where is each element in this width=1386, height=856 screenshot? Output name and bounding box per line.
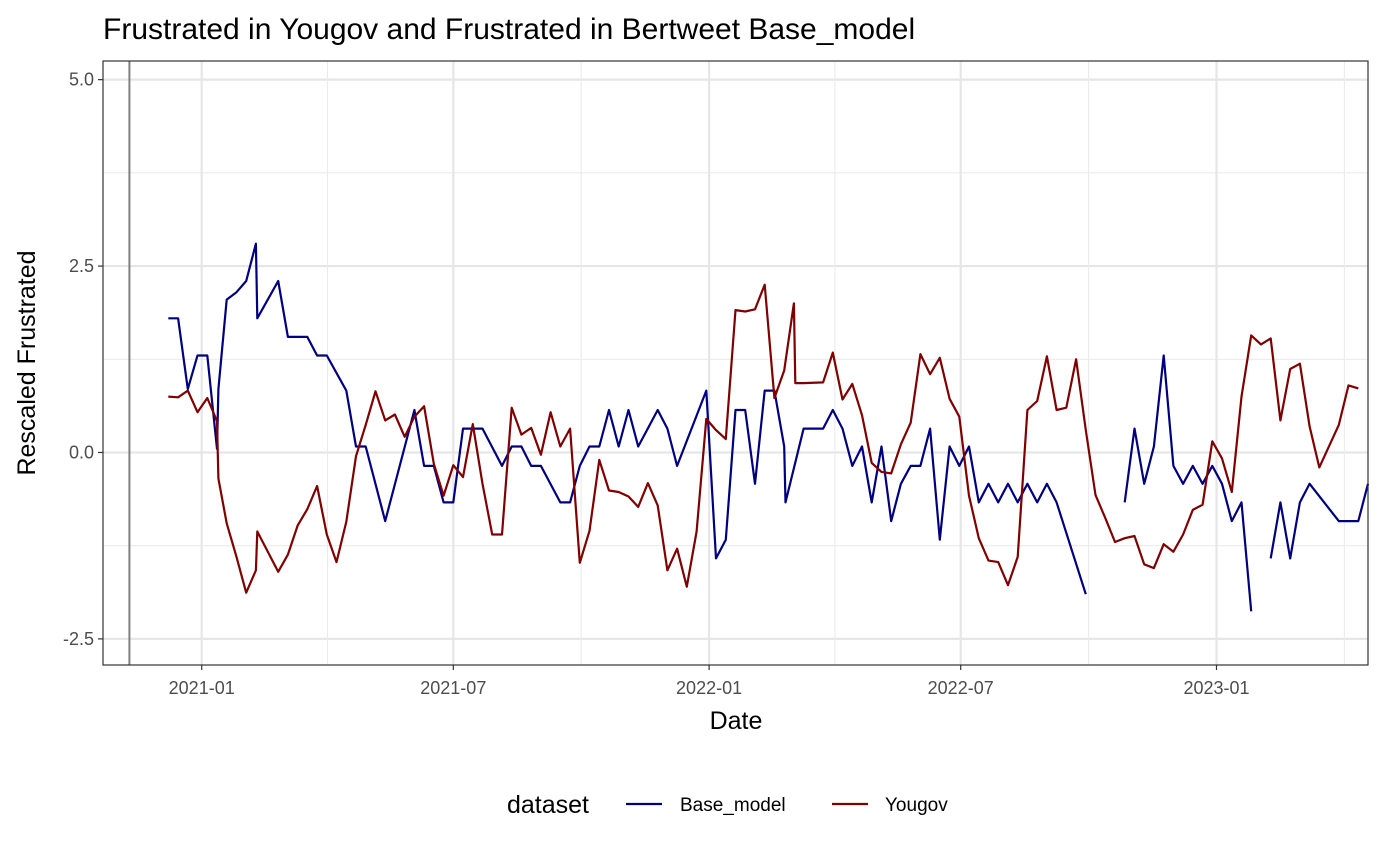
plot-background <box>103 61 1368 665</box>
x-tick-label: 2021-01 <box>169 678 235 698</box>
chart-title: Frustrated in Yougov and Frustrated in B… <box>103 13 915 46</box>
x-axis-title: Date <box>710 707 763 735</box>
legend-label-yougov: Yougov <box>885 795 948 816</box>
y-tick-label: 2.5 <box>69 256 94 276</box>
x-tick-label: 2022-07 <box>928 678 994 698</box>
x-tick-label: 2023-01 <box>1183 678 1249 698</box>
y-axis: -2.5 0.0 2.5 5.0 <box>63 70 103 649</box>
legend-label-base-model: Base_model <box>680 795 786 816</box>
legend-title: dataset <box>507 791 589 819</box>
series-line-base-model <box>168 242 1370 612</box>
x-axis: 2021-01 2021-07 2022-01 2022-07 2023-01 <box>169 665 1250 698</box>
legend: dataset Base_model Yougov <box>507 791 948 819</box>
y-tick-label: 5.0 <box>69 70 94 90</box>
x-tick-label: 2022-01 <box>676 678 742 698</box>
plot-area <box>102 60 1370 666</box>
y-tick-label: 0.0 <box>69 442 94 462</box>
y-tick-label: -2.5 <box>63 629 94 649</box>
series-line-yougov <box>168 283 1359 594</box>
x-tick-label: 2021-07 <box>420 678 486 698</box>
series-lines <box>168 242 1370 612</box>
plot-border <box>102 60 1369 666</box>
y-axis-title: Rescaled Frustrated <box>13 250 41 475</box>
